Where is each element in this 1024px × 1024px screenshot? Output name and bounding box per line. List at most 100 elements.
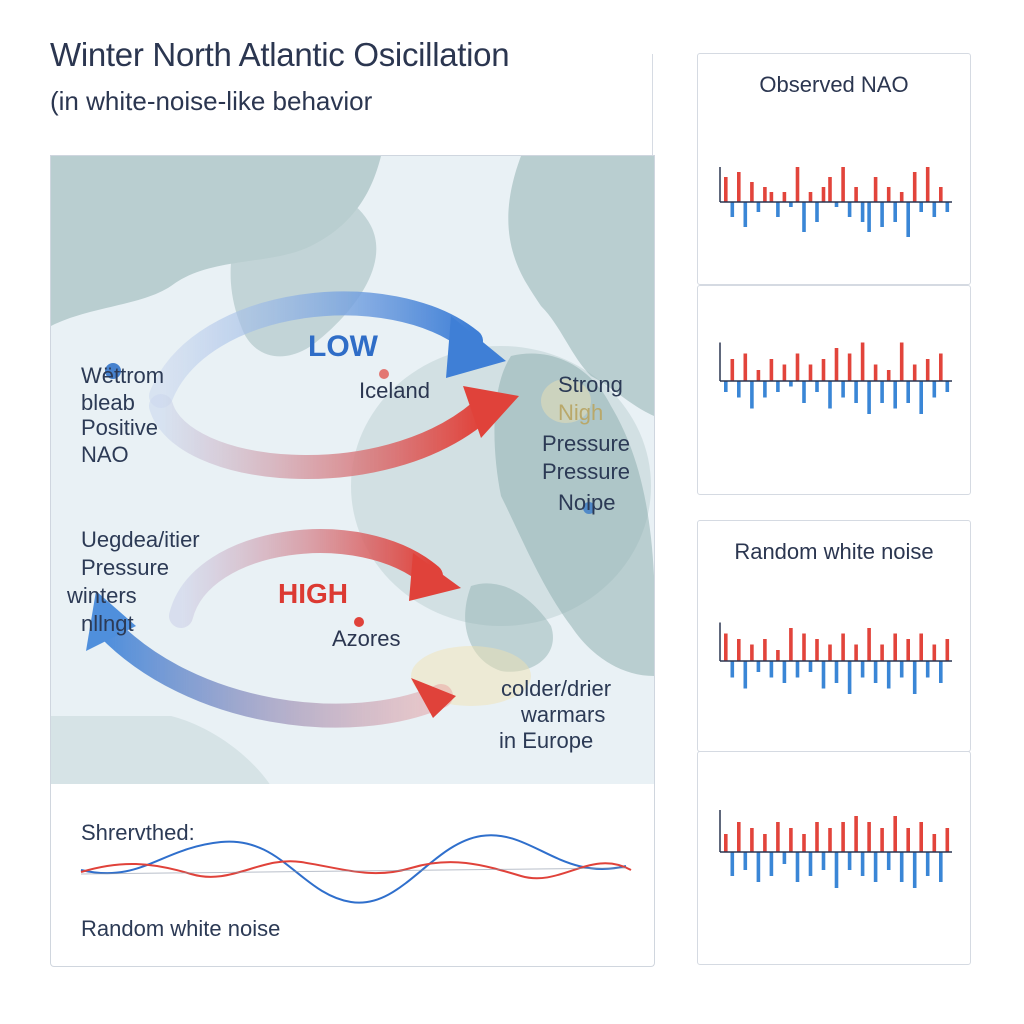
high-pressure-label: HIGH (278, 578, 348, 609)
bar (893, 816, 897, 852)
bar (795, 852, 800, 882)
bar (841, 822, 845, 852)
high-circulation-arrows (86, 529, 461, 728)
bar (899, 342, 904, 381)
bar (893, 381, 897, 409)
bar (789, 828, 793, 852)
bar (782, 852, 787, 864)
bar (737, 822, 741, 852)
bar (769, 192, 774, 202)
bar (769, 359, 774, 381)
bar (730, 852, 735, 876)
bar (873, 852, 878, 882)
bar (919, 822, 923, 852)
bar (867, 202, 871, 232)
bar (815, 822, 819, 852)
right-top-line-5: Noipe (558, 490, 616, 515)
bar (886, 187, 891, 202)
bar (873, 177, 878, 202)
bar (912, 364, 917, 381)
bar (925, 167, 930, 202)
bar (802, 834, 806, 852)
nao-map-graphic (51, 156, 654, 786)
bar-chart (719, 167, 952, 237)
bar (743, 852, 748, 870)
bar (750, 381, 754, 409)
right-top-line-4: Pressure (542, 459, 631, 484)
bar (854, 644, 858, 661)
bar (789, 202, 793, 207)
left-bottom-line-1: Uegdea/itier (81, 527, 200, 552)
bar (932, 381, 937, 398)
bar (834, 348, 839, 381)
bar (808, 192, 813, 202)
bar (912, 852, 917, 888)
bar (737, 172, 741, 202)
left-top-line-4: NAO (81, 442, 129, 467)
bar (945, 202, 950, 212)
bar (815, 381, 819, 392)
bar (834, 852, 839, 888)
bar-chart (719, 622, 952, 694)
bar (769, 661, 774, 678)
wave-top-label: Shrervthed: (81, 820, 195, 845)
bar (789, 628, 793, 661)
bar (854, 816, 858, 852)
bar (808, 852, 813, 876)
bar (802, 633, 806, 661)
left-bottom-line-3: winters (67, 583, 137, 608)
right-bottom-line-3: in Europe (499, 728, 594, 753)
bar (919, 381, 923, 414)
bar (821, 852, 826, 870)
bar (945, 381, 950, 392)
bar (776, 650, 780, 661)
bar (899, 192, 904, 202)
bar (939, 353, 943, 381)
bar (756, 370, 761, 381)
bar (834, 202, 839, 207)
bar (750, 182, 754, 202)
bar (802, 381, 806, 403)
bar (828, 177, 832, 202)
bar (847, 852, 852, 870)
bar (834, 661, 839, 683)
bar (925, 661, 930, 678)
bar (925, 359, 930, 381)
bar (724, 381, 728, 392)
mini-panel-4 (697, 751, 971, 965)
nao-map-panel: LOW Iceland HIGH Azores Wëttrom bleab P… (50, 155, 655, 787)
mini-panel-1: Observed NAO (697, 53, 971, 285)
wave-bottom-label: Random white noise (81, 916, 281, 941)
bar (756, 661, 761, 672)
bar (886, 852, 891, 870)
bar (737, 639, 741, 661)
bar (782, 364, 787, 381)
bar (867, 381, 871, 414)
bar (867, 822, 871, 852)
bar (763, 187, 767, 202)
bar (776, 202, 780, 217)
bar (860, 661, 865, 678)
bar (873, 661, 878, 683)
page-title: Winter North Atlantic Osicillation (50, 36, 510, 73)
bar (867, 628, 871, 661)
bar (769, 852, 774, 876)
bar (821, 359, 826, 381)
bar (880, 644, 884, 661)
iceland-label: Iceland (359, 378, 430, 403)
bar (893, 633, 897, 661)
bar (782, 192, 787, 202)
iceland-marker (379, 369, 389, 379)
right-bottom-line-1: colder/drier (501, 676, 612, 701)
bar (854, 187, 858, 202)
divider (652, 54, 653, 158)
bar (737, 381, 741, 398)
bar (724, 177, 728, 202)
bar (919, 202, 923, 212)
bar (860, 202, 865, 222)
bar (821, 661, 826, 689)
bar (782, 661, 787, 683)
bar (932, 834, 937, 852)
bar (854, 381, 858, 403)
bar (743, 353, 748, 381)
